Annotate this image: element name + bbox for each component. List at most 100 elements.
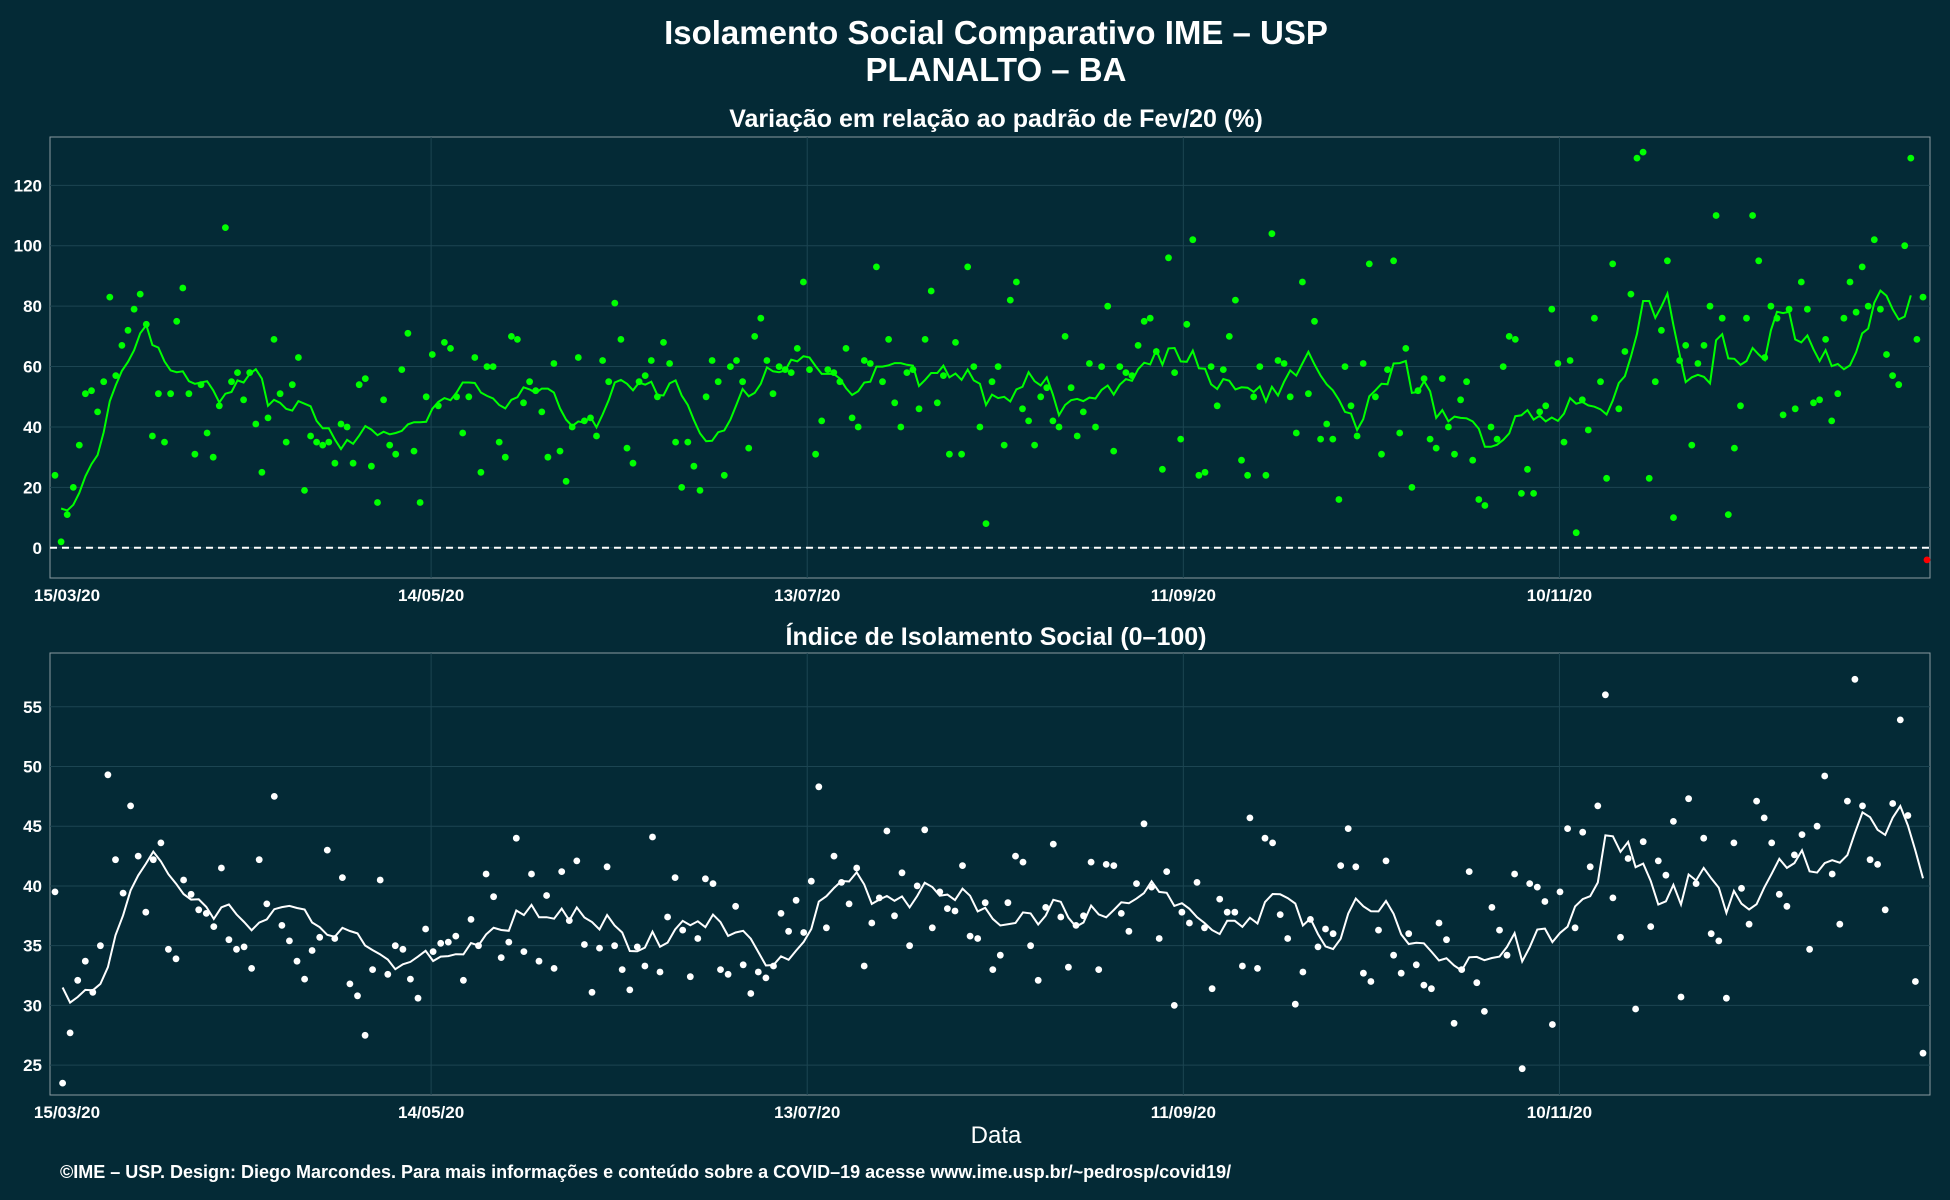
variation-data-point xyxy=(447,345,454,352)
index-data-point xyxy=(248,965,256,972)
index-y-tick-label: 55 xyxy=(23,698,42,717)
index-data-point xyxy=(777,910,785,917)
variation-data-point xyxy=(1256,363,1264,370)
index-data-point xyxy=(1715,937,1723,945)
index-data-point xyxy=(770,962,777,970)
variation-data-point xyxy=(1280,360,1288,367)
variation-data-point xyxy=(1134,342,1142,349)
variation-data-point xyxy=(301,487,308,494)
index-data-point xyxy=(1170,1002,1178,1009)
variation-data-point xyxy=(51,471,59,479)
index-data-point xyxy=(407,975,414,983)
variation-data-point xyxy=(1353,432,1361,440)
index-data-point xyxy=(1496,926,1503,934)
variation-data-point xyxy=(538,408,546,416)
variation-data-point xyxy=(1043,384,1051,392)
index-data-point xyxy=(694,935,702,942)
variation-data-point xyxy=(1086,360,1093,367)
index-data-point xyxy=(1511,870,1518,878)
variation-data-point xyxy=(489,363,497,370)
variation-data-point xyxy=(410,447,418,455)
variation-data-point xyxy=(1858,263,1866,271)
variation-data-point xyxy=(1785,305,1793,313)
variation-data-point xyxy=(617,336,625,343)
index-data-point xyxy=(195,906,203,914)
index-data-point xyxy=(1140,820,1148,828)
variation-data-point xyxy=(1615,405,1623,413)
index-data-point xyxy=(301,975,308,983)
variation-data-point xyxy=(873,263,880,271)
variation-data-point xyxy=(82,390,89,398)
variation-data-point xyxy=(769,390,777,398)
variation-y-tick-label: 120 xyxy=(14,176,42,195)
variation-data-point xyxy=(970,363,978,370)
variation-data-point xyxy=(897,423,905,431)
variation-data-point xyxy=(1110,447,1118,455)
variation-data-point xyxy=(1694,360,1702,367)
variation-data-point xyxy=(404,329,412,337)
variation-data-point xyxy=(1061,333,1069,340)
index-data-point xyxy=(1148,883,1155,891)
index-data-point xyxy=(429,948,437,955)
index-data-point xyxy=(830,852,838,860)
index-data-point xyxy=(974,935,982,942)
index-data-point xyxy=(641,962,649,970)
index-data-point xyxy=(709,880,717,887)
index-data-point xyxy=(74,976,82,984)
variation-y-tick-label: 0 xyxy=(33,539,42,558)
index-data-point xyxy=(1617,933,1624,941)
index-data-point xyxy=(1360,969,1367,977)
index-data-point xyxy=(1042,904,1050,911)
index-data-point xyxy=(823,924,830,932)
variation-data-point xyxy=(1445,423,1452,431)
variation-data-point xyxy=(75,441,83,449)
index-data-point xyxy=(1102,861,1110,868)
index-data-point xyxy=(1201,924,1208,932)
index-data-point xyxy=(422,925,429,933)
index-data-point xyxy=(1087,858,1095,866)
variation-data-point xyxy=(1645,474,1653,482)
index-data-point xyxy=(437,939,445,947)
variation-data-point xyxy=(952,339,959,346)
variation-data-point xyxy=(848,414,856,422)
variation-data-point xyxy=(307,432,314,440)
variation-data-point xyxy=(1025,417,1032,425)
index-data-point xyxy=(263,900,271,908)
variation-data-point xyxy=(921,336,929,343)
variation-data-point xyxy=(1560,438,1568,446)
variation-data-point xyxy=(1511,336,1519,343)
variation-data-point xyxy=(282,438,290,446)
variation-data-point xyxy=(1633,154,1641,162)
variation-data-point xyxy=(1365,260,1373,268)
variation-data-point xyxy=(623,444,631,452)
index-data-point xyxy=(611,942,618,950)
variation-data-point xyxy=(112,372,120,379)
index-data-point xyxy=(1405,930,1413,938)
index-x-tick-label: 11/09/20 xyxy=(1151,1103,1216,1122)
index-data-point xyxy=(142,908,150,916)
variation-data-point xyxy=(1658,326,1665,334)
variation-data-point xyxy=(1104,302,1112,310)
index-data-point xyxy=(1057,913,1065,921)
variation-data-point xyxy=(556,447,564,455)
variation-data-point xyxy=(1013,278,1020,286)
variation-data-point xyxy=(374,499,381,506)
variation-data-point xyxy=(1140,317,1148,325)
index-data-point xyxy=(989,966,997,973)
index-data-point xyxy=(1806,945,1813,953)
index-data-point xyxy=(270,793,278,800)
index-data-point xyxy=(656,968,664,976)
variation-data-point xyxy=(234,369,241,376)
index-data-point xyxy=(1844,797,1851,805)
variation-data-point xyxy=(702,393,710,401)
variation-data-point xyxy=(641,372,649,379)
index-data-point xyxy=(1488,904,1496,911)
index-data-point xyxy=(891,912,898,920)
variation-data-point xyxy=(313,438,320,446)
index-data-point xyxy=(853,864,861,872)
variation-data-point xyxy=(1578,396,1586,404)
variation-data-point xyxy=(1146,314,1154,322)
index-data-point xyxy=(573,857,581,865)
variation-data-point xyxy=(149,432,156,440)
variation-data-point xyxy=(434,402,442,410)
